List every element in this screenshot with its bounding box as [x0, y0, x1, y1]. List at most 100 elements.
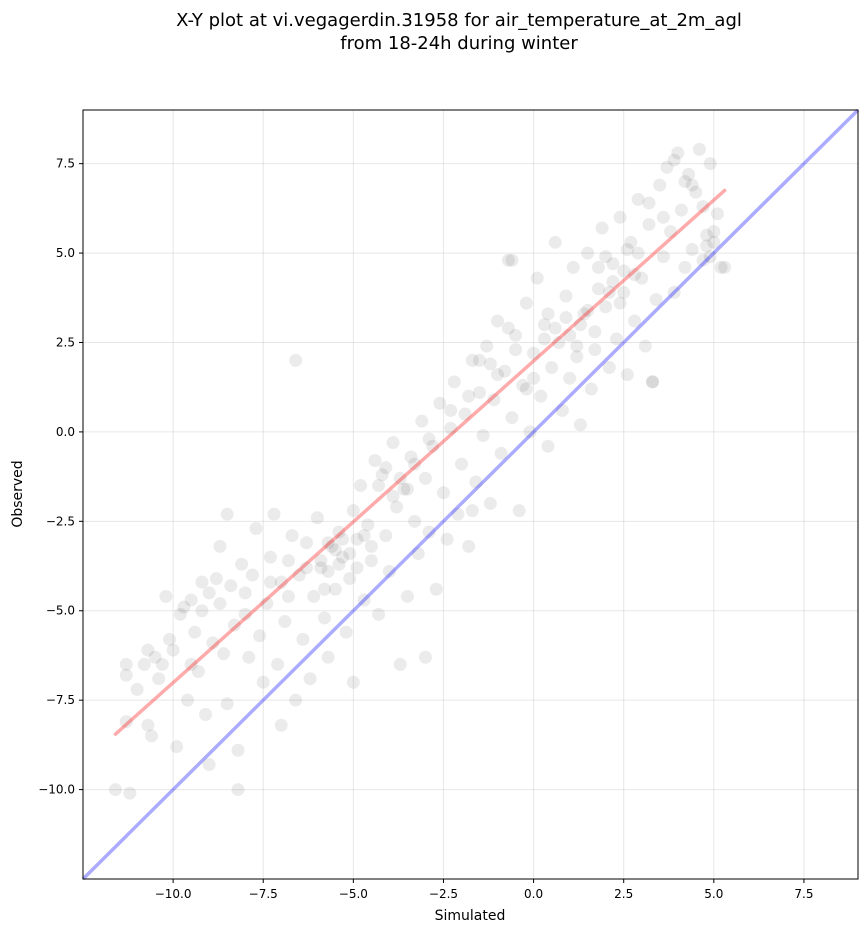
y-tick-label: −10.0	[38, 783, 75, 797]
data-point	[256, 675, 270, 689]
regression-line	[113, 188, 727, 736]
data-point	[523, 425, 537, 439]
data-point	[692, 142, 706, 156]
reference-lines	[81, 108, 860, 881]
data-point	[696, 200, 710, 214]
data-point	[689, 185, 703, 199]
data-point	[613, 296, 627, 310]
data-point	[465, 504, 479, 518]
data-point	[397, 482, 411, 496]
data-point	[418, 471, 432, 485]
data-point	[206, 636, 220, 650]
data-point	[685, 242, 699, 256]
data-point	[710, 207, 724, 221]
data-point	[714, 260, 728, 274]
data-point	[609, 332, 623, 346]
data-point	[635, 271, 649, 285]
data-point	[559, 289, 573, 303]
data-point	[285, 529, 299, 543]
data-point	[364, 554, 378, 568]
data-point	[429, 582, 443, 596]
data-point	[415, 414, 429, 428]
data-point	[682, 167, 696, 181]
data-point	[541, 307, 555, 321]
data-point	[664, 225, 678, 239]
data-point	[235, 557, 249, 571]
data-point	[483, 357, 497, 371]
data-point	[119, 668, 133, 682]
data-point	[426, 439, 440, 453]
data-point	[386, 436, 400, 450]
data-point	[408, 514, 422, 528]
data-point	[361, 518, 375, 532]
data-point	[339, 625, 353, 639]
data-point	[620, 368, 634, 382]
data-point	[476, 428, 490, 442]
data-point	[336, 550, 350, 564]
data-point	[393, 471, 407, 485]
data-point	[400, 482, 414, 496]
data-point	[274, 575, 288, 589]
x-tick-label: −10.0	[155, 887, 192, 901]
data-point	[671, 146, 685, 160]
data-point	[599, 250, 613, 264]
data-point	[573, 418, 587, 432]
data-point	[617, 285, 631, 299]
data-point	[418, 650, 432, 664]
data-point	[588, 343, 602, 357]
data-point	[462, 389, 476, 403]
data-point	[447, 375, 461, 389]
data-point	[591, 260, 605, 274]
data-point	[696, 253, 710, 267]
data-point	[545, 361, 559, 375]
data-point	[220, 507, 234, 521]
data-point	[422, 432, 436, 446]
data-point	[209, 572, 223, 586]
data-point	[325, 539, 339, 553]
data-point	[436, 486, 450, 500]
data-point	[433, 396, 447, 410]
data-point	[296, 632, 310, 646]
data-point	[606, 275, 620, 289]
data-point	[577, 307, 591, 321]
data-point	[231, 743, 245, 757]
data-point	[318, 582, 332, 596]
data-point	[646, 375, 660, 389]
data-point	[646, 375, 660, 389]
data-point	[487, 393, 501, 407]
data-point	[213, 597, 227, 611]
data-point	[505, 411, 519, 425]
data-point	[703, 250, 717, 264]
x-tick-label: −2.5	[429, 887, 458, 901]
data-point	[498, 364, 512, 378]
data-point	[422, 525, 436, 539]
data-point	[202, 586, 216, 600]
data-point	[501, 321, 515, 335]
data-point	[519, 382, 533, 396]
data-point	[386, 489, 400, 503]
y-tick-label: 7.5	[56, 157, 75, 171]
data-point	[628, 314, 642, 328]
data-point	[227, 618, 241, 632]
data-point	[181, 693, 195, 707]
data-point	[177, 600, 191, 614]
data-point	[707, 235, 721, 249]
data-point	[332, 557, 346, 571]
data-point	[620, 242, 634, 256]
data-point	[350, 561, 364, 575]
data-point	[195, 575, 209, 589]
data-point	[166, 643, 180, 657]
data-point	[292, 568, 306, 582]
y-tick-label: 2.5	[56, 335, 75, 349]
data-point	[667, 153, 681, 167]
data-point	[328, 543, 342, 557]
data-point	[581, 246, 595, 260]
data-point	[678, 260, 692, 274]
x-tick-label: −5.0	[339, 887, 368, 901]
data-point	[238, 586, 252, 600]
y-tick-label: 0.0	[56, 425, 75, 439]
data-point	[314, 554, 328, 568]
data-point	[537, 332, 551, 346]
data-point	[469, 475, 483, 489]
